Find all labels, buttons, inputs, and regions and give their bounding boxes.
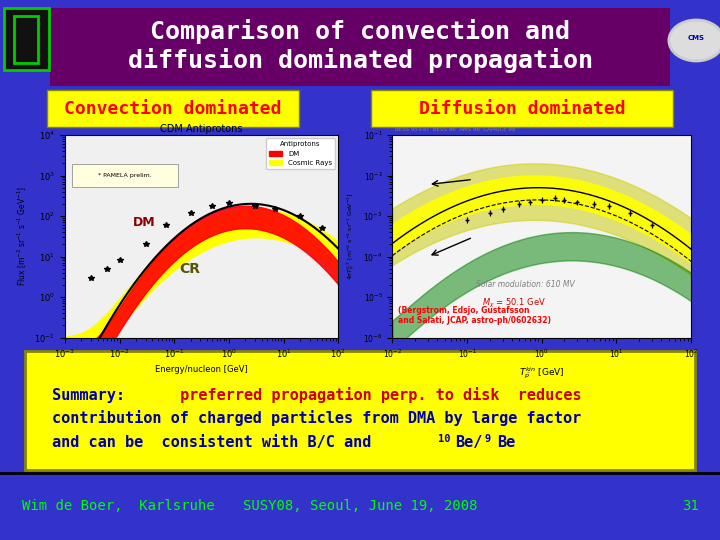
Text: CR: CR <box>180 262 201 276</box>
X-axis label: Energy/nucleon [GeV]: Energy/nucleon [GeV] <box>156 365 248 374</box>
Text: Convection dominated: Convection dominated <box>64 99 282 118</box>
Text: BESS 95+97  BESS 98  AMS 98  CAPRICE 98: BESS 95+97 BESS 98 AMS 98 CAPRICE 98 <box>395 127 516 132</box>
Text: 10: 10 <box>438 434 450 444</box>
Text: and can be  consistent with B/C and: and can be consistent with B/C and <box>52 435 390 450</box>
Text: Be/: Be/ <box>455 435 482 450</box>
Text: Solar modulation: 610 MV: Solar modulation: 610 MV <box>476 280 575 289</box>
Bar <box>14 16 38 63</box>
Legend: DM, Cosmic Rays: DM, Cosmic Rays <box>266 138 335 169</box>
Text: $M_\chi$ = 50.1 GeV: $M_\chi$ = 50.1 GeV <box>482 296 546 309</box>
Text: Comparison of convection and
diffusion dominated propagation: Comparison of convection and diffusion d… <box>127 19 593 73</box>
Text: Summary:: Summary: <box>52 388 125 403</box>
Text: SUSY08, Seoul, June 19, 2008: SUSY08, Seoul, June 19, 2008 <box>243 499 477 513</box>
FancyBboxPatch shape <box>371 90 673 127</box>
Bar <box>4 8 49 70</box>
Y-axis label: $4\pi T_{\bar{p}}^{2.7}$ [m$^{-2}$ s$^{-1}$ sr$^{-1}$ GeV$^{-1}$]: $4\pi T_{\bar{p}}^{2.7}$ [m$^{-2}$ s$^{-… <box>346 192 358 280</box>
FancyBboxPatch shape <box>72 164 179 187</box>
Bar <box>0 472 720 540</box>
Text: 31: 31 <box>682 499 698 513</box>
Text: (Bergstrom, Edsjo, Gustafsson
and Salati, JCAP, astro-ph/0602632): (Bergstrom, Edsjo, Gustafsson and Salati… <box>398 306 552 325</box>
Text: contribution of charged particles from DMA by large factor: contribution of charged particles from D… <box>52 410 581 427</box>
Text: 9: 9 <box>485 434 491 444</box>
Text: CMS: CMS <box>688 35 705 41</box>
Text: Diffusion dominated: Diffusion dominated <box>419 99 625 118</box>
Y-axis label: Flux [m$^{-2}$ sr$^{-1}$ s$^{-1}$ GeV$^{-1}$]: Flux [m$^{-2}$ sr$^{-1}$ s$^{-1}$ GeV$^{… <box>16 186 29 286</box>
FancyBboxPatch shape <box>25 351 695 470</box>
Circle shape <box>669 20 720 61</box>
Text: DM: DM <box>133 216 156 229</box>
FancyBboxPatch shape <box>47 90 299 127</box>
Bar <box>50 8 670 86</box>
Text: * PAMELA prelim.: * PAMELA prelim. <box>98 173 152 178</box>
Title: CDM Antiprotons: CDM Antiprotons <box>161 124 243 134</box>
Text: Wim de Boer,  Karlsruhe: Wim de Boer, Karlsruhe <box>22 499 215 513</box>
X-axis label: $T_{\bar{p}}^{kin}$ [GeV]: $T_{\bar{p}}^{kin}$ [GeV] <box>519 365 564 381</box>
Text: preferred propagation perp. to disk  reduces: preferred propagation perp. to disk redu… <box>171 387 582 403</box>
Text: Be: Be <box>497 435 515 450</box>
